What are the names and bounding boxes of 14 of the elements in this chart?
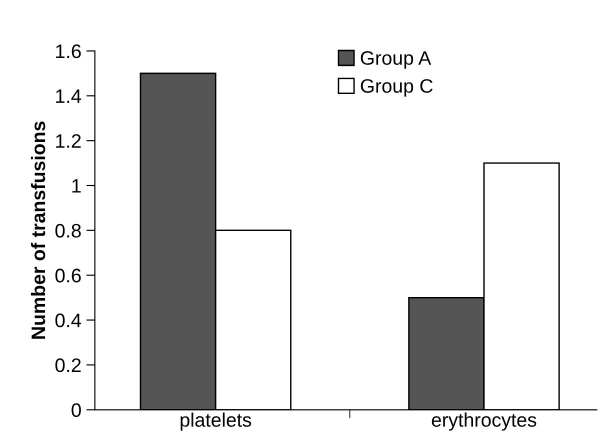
y-tick-label: 1 xyxy=(72,179,81,193)
y-tick-label: 0.4 xyxy=(55,314,82,328)
y-tick-label: 0.2 xyxy=(55,358,81,372)
y-tick-label: 1.2 xyxy=(56,134,81,148)
y-tick-label: 0.8 xyxy=(55,224,81,238)
x-tick-label: platelets xyxy=(180,412,252,431)
x-tick-label: erythrocytes xyxy=(432,412,536,431)
legend-label: Group C xyxy=(360,79,433,97)
y-axis-title: Number of transfusions xyxy=(30,121,46,339)
y-tick-label: 0 xyxy=(72,403,81,418)
y-tick-label: 1.6 xyxy=(56,44,81,58)
y-tick-label: 1.4 xyxy=(56,89,82,103)
y-tick-label: 0.6 xyxy=(55,268,81,282)
legend-label: Group A xyxy=(360,51,432,69)
